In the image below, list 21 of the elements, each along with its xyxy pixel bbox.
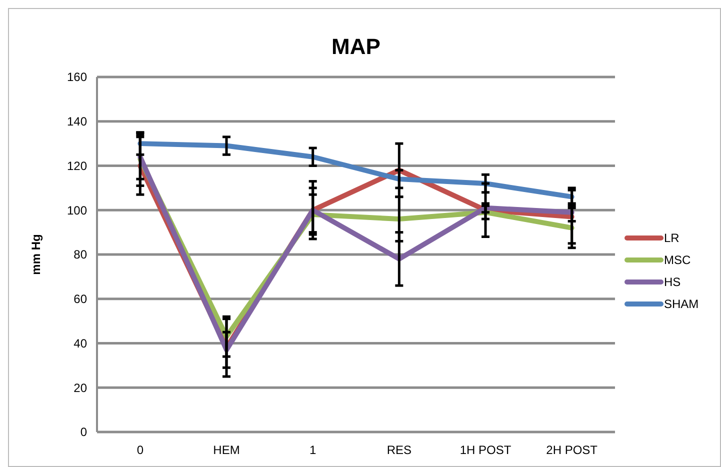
legend-label: HS bbox=[664, 275, 681, 290]
x-tick-label: 1 bbox=[309, 443, 316, 457]
legend-label: LR bbox=[664, 231, 680, 246]
y-tick-label: 40 bbox=[74, 336, 88, 350]
x-tick-label: 2H POST bbox=[546, 443, 598, 457]
y-tick-label: 20 bbox=[74, 380, 88, 395]
x-tick-label: 0 bbox=[136, 443, 144, 457]
y-tick-label: 60 bbox=[74, 292, 88, 306]
legend-label: MSC bbox=[664, 253, 691, 268]
chart-title: MAP bbox=[332, 34, 380, 59]
y-tick-label: 0 bbox=[80, 425, 88, 440]
x-tick-label: HEM bbox=[213, 443, 240, 457]
x-tick-label: 1H POST bbox=[460, 443, 512, 457]
y-tick-label: 160 bbox=[66, 70, 88, 84]
y-tick-label: 80 bbox=[74, 248, 88, 262]
y-axis-title: mm Hg bbox=[29, 234, 43, 275]
y-tick-label: 100 bbox=[66, 203, 88, 218]
y-tick-label: 140 bbox=[66, 114, 88, 129]
y-tick-label: 120 bbox=[66, 158, 88, 173]
legend-label: SHAM bbox=[664, 297, 699, 312]
x-tick-label: RES bbox=[386, 443, 412, 457]
